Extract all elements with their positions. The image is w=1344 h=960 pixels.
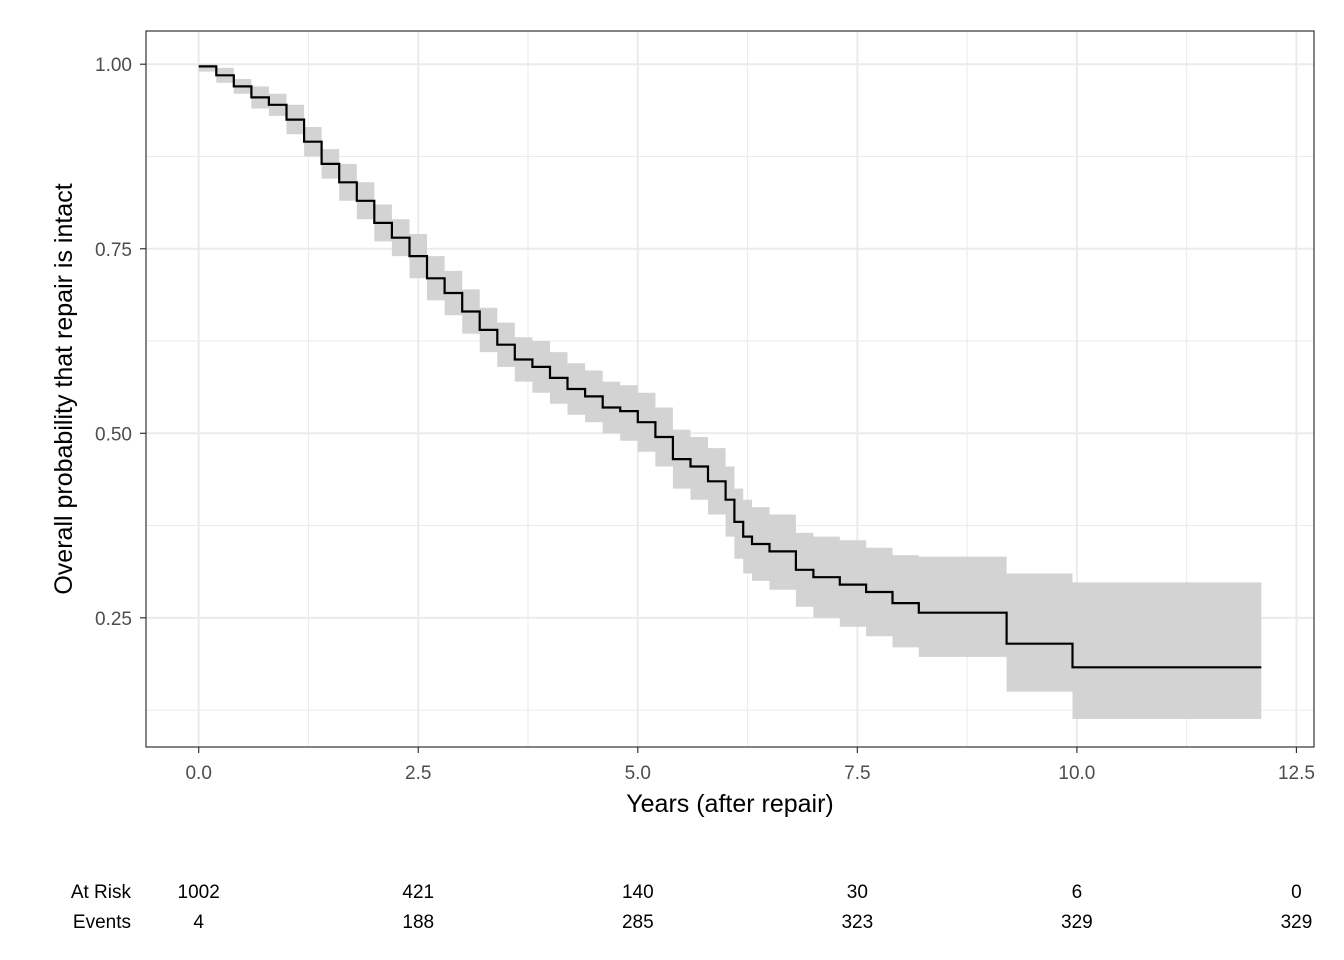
risk-cell: 285 bbox=[622, 912, 654, 933]
x-tick-label: 5.0 bbox=[625, 763, 651, 784]
y-tick-label: 1.00 bbox=[95, 55, 132, 76]
y-tick-label: 0.25 bbox=[95, 609, 132, 630]
confidence-band bbox=[198, 64, 1262, 719]
y-tick-label: 0.50 bbox=[95, 424, 132, 445]
risk-row-label: At Risk bbox=[71, 882, 132, 903]
y-axis-ticks: 0.25 0.50 0.75 1.00 bbox=[95, 55, 146, 630]
risk-cell: 6 bbox=[1072, 882, 1083, 903]
risk-cell: 4 bbox=[193, 912, 204, 933]
x-tick-label: 12.5 bbox=[1278, 763, 1315, 784]
risk-cell: 329 bbox=[1061, 912, 1093, 933]
risk-cell: 329 bbox=[1281, 912, 1313, 933]
x-tick-label: 2.5 bbox=[405, 763, 431, 784]
risk-row-label: Events bbox=[73, 912, 131, 933]
risk-cell: 140 bbox=[622, 882, 654, 903]
risk-table: At Risk 1002 421 140 30 6 0 Events 4 188 285 323 329… bbox=[71, 882, 1312, 933]
survival-curve bbox=[198, 65, 1262, 669]
x-tick-label: 10.0 bbox=[1058, 763, 1095, 784]
x-axis-ticks: 0.0 2.5 5.0 7.5 10.0 12.5 bbox=[185, 747, 1315, 784]
panel-border bbox=[145, 30, 1315, 748]
x-tick-label: 0.0 bbox=[185, 763, 211, 784]
risk-cell: 188 bbox=[402, 912, 434, 933]
risk-cell: 323 bbox=[841, 912, 873, 933]
survival-curve-layer bbox=[198, 65, 1262, 669]
y-axis-title: Overall probability that repair is intac… bbox=[50, 183, 78, 594]
x-tick-label: 7.5 bbox=[844, 763, 870, 784]
confidence-band-layer bbox=[198, 64, 1262, 719]
x-axis-title: Years (after repair) bbox=[626, 790, 834, 818]
y-tick-label: 0.75 bbox=[95, 240, 132, 261]
risk-cell: 421 bbox=[402, 882, 434, 903]
risk-cell: 30 bbox=[847, 882, 868, 903]
risk-cell: 1002 bbox=[178, 882, 220, 903]
risk-cell: 0 bbox=[1291, 882, 1302, 903]
